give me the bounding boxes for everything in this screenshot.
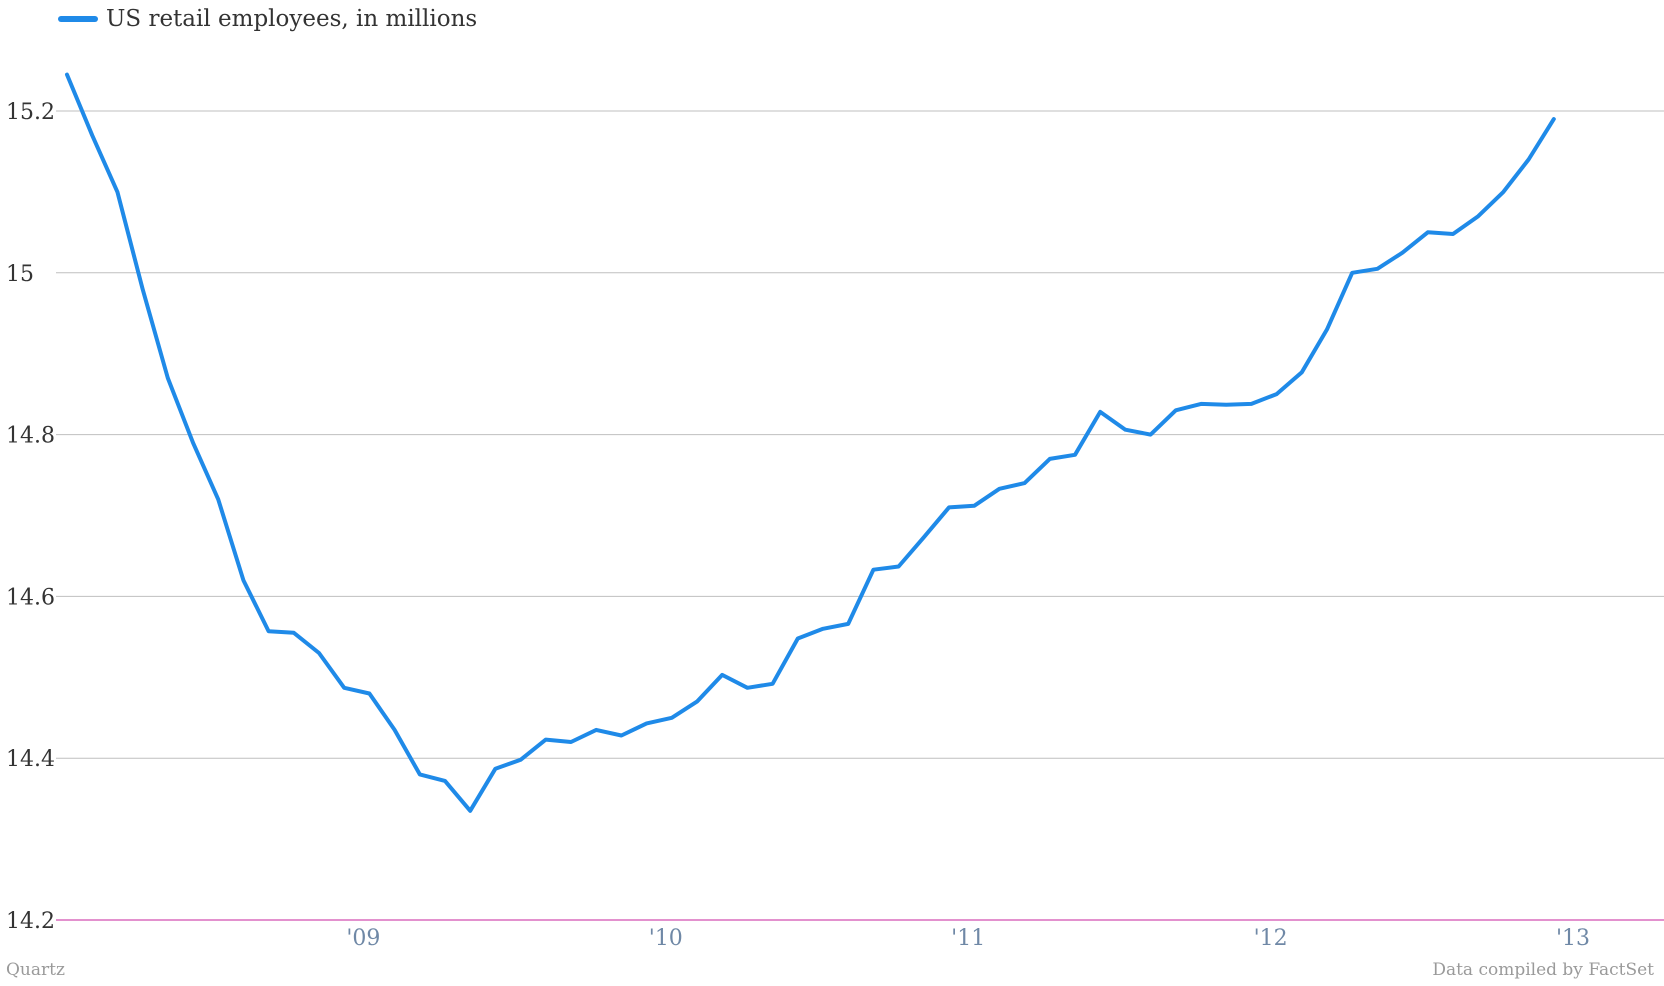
y-tick-label: 14.2 xyxy=(6,909,55,934)
legend-label: US retail employees, in millions xyxy=(106,6,478,32)
x-tick-label: '10 xyxy=(649,926,683,951)
footer-credit: Quartz xyxy=(6,960,65,980)
x-tick-label: '09 xyxy=(346,926,380,951)
footer-source: Data compiled by FactSet xyxy=(1432,960,1654,980)
y-tick-label: 14.8 xyxy=(6,424,55,449)
x-axis: '09 '10 '11 '12 '13 xyxy=(346,926,1590,951)
x-tick-label: '12 xyxy=(1254,926,1288,951)
y-axis: 14.2 14.4 14.6 14.8 15 15.2 xyxy=(6,100,55,934)
y-tick-label: 14.6 xyxy=(6,585,55,610)
y-tick-label: 15.2 xyxy=(6,100,55,125)
x-tick-label: '11 xyxy=(951,926,985,951)
legend: US retail employees, in millions xyxy=(58,6,477,32)
series-layer xyxy=(65,72,1556,813)
y-tick-label: 15 xyxy=(6,262,34,287)
x-tick-label: '13 xyxy=(1556,926,1590,951)
y-tick-label: 14.4 xyxy=(6,747,55,772)
grid-lines xyxy=(56,110,1664,921)
legend-swatch xyxy=(58,16,98,22)
series-line xyxy=(65,72,1556,813)
